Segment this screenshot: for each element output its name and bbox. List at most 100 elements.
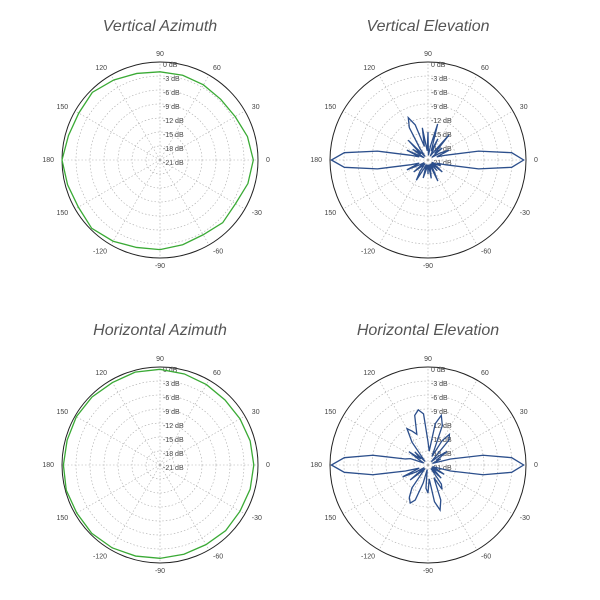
theta-tick-label: 120	[95, 65, 107, 72]
theta-tick-label: 150	[325, 409, 337, 416]
spoke	[159, 159, 210, 246]
theta-tick-label: 120	[363, 370, 375, 377]
theta-tick-label: 180	[42, 157, 54, 164]
theta-tick-label: 30	[520, 104, 528, 111]
theta-tick-label: 30	[520, 409, 528, 416]
theta-tick-label: 60	[481, 65, 489, 72]
r-tick-label: -9 dB	[163, 409, 180, 416]
outer-ring	[329, 61, 527, 259]
pattern-curve	[330, 408, 525, 513]
pattern-curve	[61, 71, 254, 251]
spoke	[159, 464, 210, 551]
theta-tick-label: -60	[481, 249, 491, 256]
spoke	[378, 74, 429, 161]
theta-tick-label: 90	[424, 356, 432, 363]
r-tick-label: -3 dB	[163, 381, 180, 388]
spoke	[74, 415, 161, 466]
spoke	[110, 159, 161, 246]
spoke	[427, 74, 478, 161]
theta-tick-label: -30	[520, 210, 530, 217]
spoke	[74, 159, 161, 210]
spoke	[159, 74, 210, 161]
spoke	[427, 159, 514, 210]
outer-ring	[61, 366, 259, 564]
spoke	[159, 415, 246, 466]
theta-tick-label: -90	[155, 568, 165, 575]
r-tick-label: -9 dB	[431, 409, 448, 416]
spoke	[378, 159, 429, 246]
chart-title: Horizontal Elevation	[357, 322, 499, 339]
chart-title: Vertical Azimuth	[103, 18, 218, 35]
r-tick-label: -6 dB	[431, 395, 448, 402]
spoke	[342, 159, 429, 210]
spoke	[427, 110, 514, 161]
r-tick-label: -18 dB	[163, 146, 184, 153]
theta-tick-label: 150	[57, 104, 69, 111]
spoke	[159, 464, 246, 515]
r-tick-label: -21 dB	[163, 465, 184, 472]
theta-tick-label: 0	[266, 157, 270, 164]
theta-tick-label: -90	[423, 263, 433, 270]
theta-tick-label: -30	[252, 210, 262, 217]
theta-tick-label: 90	[156, 356, 164, 363]
theta-tick-label: 60	[213, 65, 221, 72]
r-tick-label: -9 dB	[163, 104, 180, 111]
theta-tick-label: -60	[213, 554, 223, 561]
theta-tick-label: -120	[361, 554, 375, 561]
spoke	[110, 74, 161, 161]
r-tick-label: -15 dB	[163, 437, 184, 444]
chart-title: Vertical Elevation	[366, 18, 489, 35]
theta-tick-label: 120	[95, 370, 107, 377]
outer-ring	[329, 366, 527, 564]
spoke	[110, 464, 161, 551]
theta-tick-label: 90	[424, 51, 432, 58]
chart-title: Horizontal Azimuth	[93, 322, 227, 339]
spoke	[378, 379, 429, 466]
theta-tick-label: 150	[57, 515, 69, 522]
spoke	[159, 379, 210, 466]
spoke	[159, 159, 246, 210]
spoke	[427, 464, 514, 515]
theta-tick-label: 120	[363, 65, 375, 72]
spoke	[110, 379, 161, 466]
r-tick-label: -15 dB	[431, 132, 452, 139]
theta-tick-label: 30	[252, 409, 260, 416]
spoke	[342, 464, 429, 515]
r-tick-label: -3 dB	[431, 76, 448, 83]
theta-tick-label: 30	[252, 104, 260, 111]
r-tick-label: -9 dB	[431, 104, 448, 111]
theta-tick-label: 150	[325, 515, 337, 522]
theta-tick-label: 150	[57, 210, 69, 217]
theta-tick-label: 150	[325, 104, 337, 111]
theta-tick-label: 0	[534, 462, 538, 469]
r-tick-label: -18 dB	[163, 451, 184, 458]
theta-tick-label: -60	[481, 554, 491, 561]
theta-tick-label: -120	[93, 554, 107, 561]
r-tick-label: 0 dB	[431, 62, 446, 69]
theta-tick-label: 150	[57, 409, 69, 416]
spoke	[427, 379, 478, 466]
theta-tick-label: 180	[310, 157, 322, 164]
r-tick-label: -6 dB	[431, 90, 448, 97]
spoke	[159, 110, 246, 161]
pattern-curve	[62, 368, 255, 559]
theta-tick-label: 0	[534, 157, 538, 164]
r-tick-label: -3 dB	[163, 76, 180, 83]
r-tick-label: -3 dB	[431, 381, 448, 388]
theta-tick-label: -60	[213, 249, 223, 256]
theta-tick-label: 60	[481, 370, 489, 377]
theta-tick-label: -30	[520, 515, 530, 522]
theta-tick-label: 180	[42, 462, 54, 469]
r-tick-label: -12 dB	[163, 118, 184, 125]
theta-tick-label: 150	[325, 210, 337, 217]
r-tick-label: -6 dB	[163, 90, 180, 97]
theta-tick-label: -90	[423, 568, 433, 575]
theta-tick-label: 90	[156, 51, 164, 58]
r-tick-label: 0 dB	[163, 367, 178, 374]
spoke	[74, 464, 161, 515]
theta-tick-label: -120	[361, 249, 375, 256]
r-tick-label: -12 dB	[431, 118, 452, 125]
theta-tick-label: 180	[310, 462, 322, 469]
spoke	[342, 110, 429, 161]
